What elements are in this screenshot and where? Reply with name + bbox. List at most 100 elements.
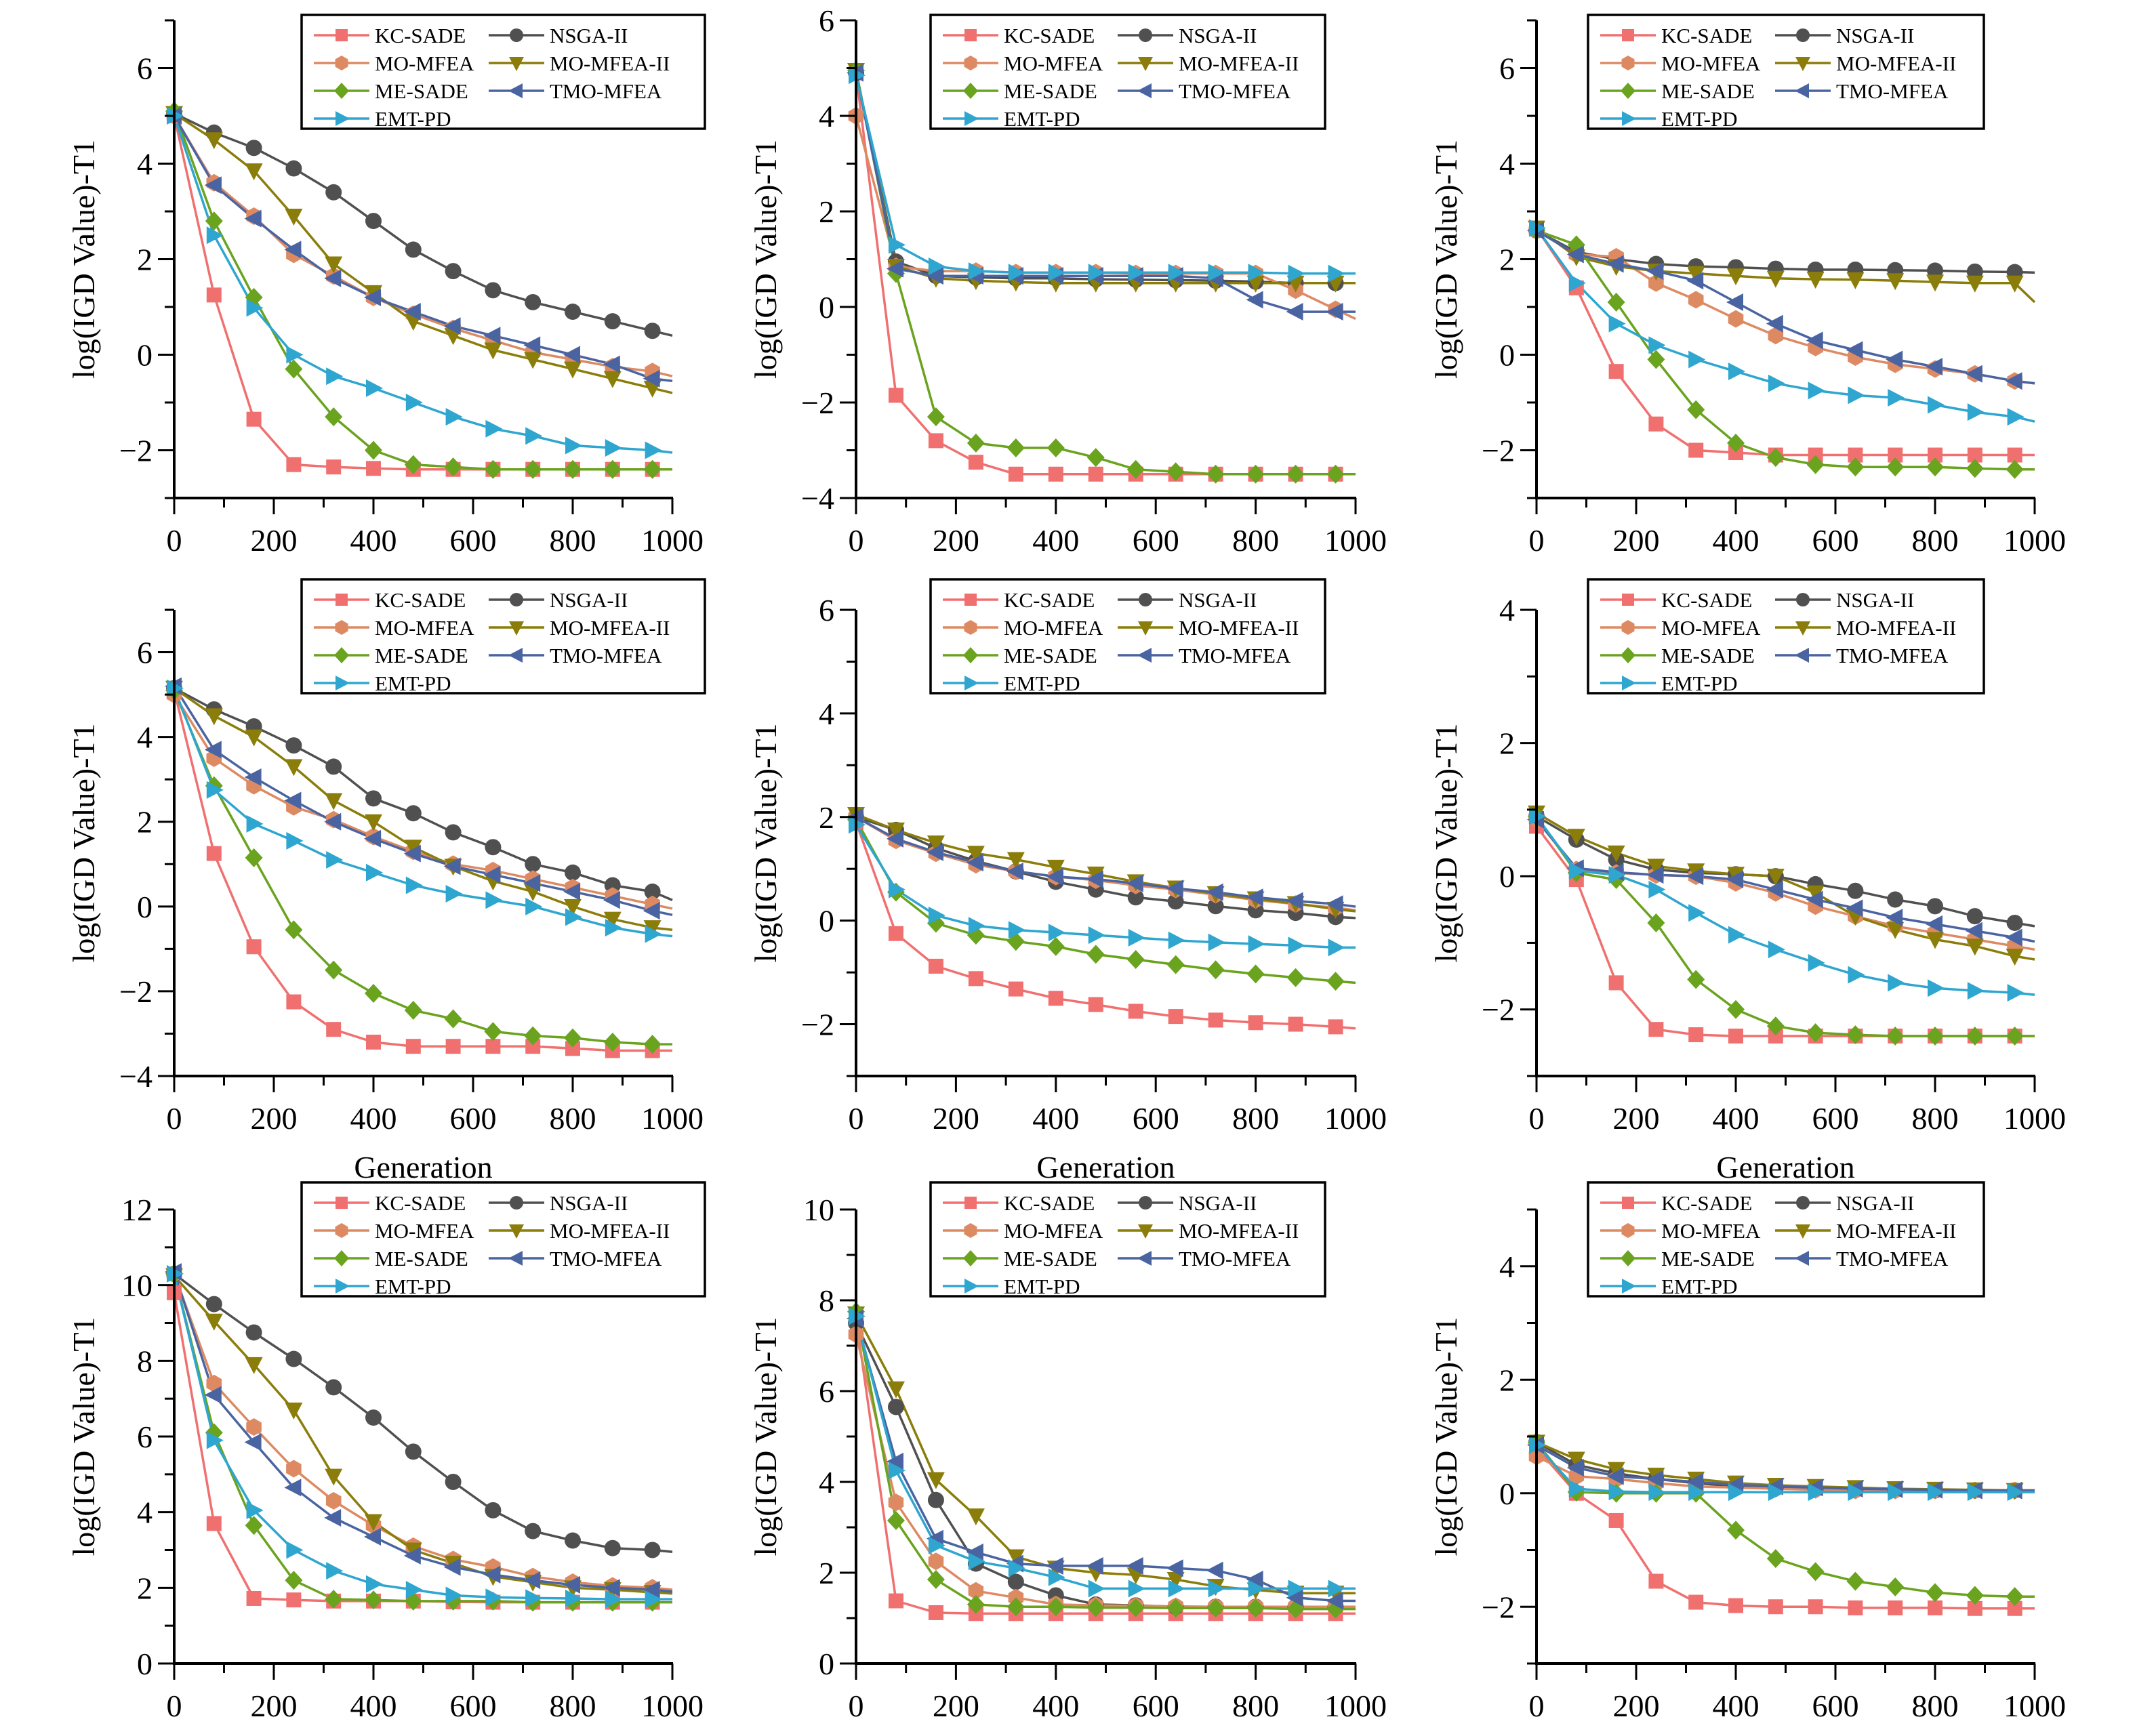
data-point-nsga-ii <box>285 160 302 177</box>
data-point-tmo-mfea <box>2005 928 2022 947</box>
data-point-emt-pd <box>366 379 383 397</box>
data-point-emt-pd <box>1608 314 1626 333</box>
data-point-mo-mfea <box>1688 291 1704 309</box>
data-point-kc-sade <box>405 1039 421 1054</box>
data-point-kc-sade <box>1768 1029 1783 1044</box>
data-point-kc-sade <box>888 926 903 941</box>
data-point-mo-mfea-ii <box>927 1472 945 1489</box>
data-point-kc-sade <box>1688 1027 1704 1043</box>
data-point-emt-pd <box>1248 935 1265 953</box>
data-point-me-sade <box>1727 1521 1745 1540</box>
series-line-mo-mfea <box>1535 819 2035 951</box>
legend-box <box>929 1181 1326 1298</box>
legend-label: TMO-MFEA <box>1836 1247 1949 1270</box>
data-point-tmo-mfea <box>1566 1459 1584 1477</box>
data-point-emt-pd <box>1967 403 1985 421</box>
x-tick-label: 0 <box>167 523 182 558</box>
data-point-kc-sade <box>246 939 262 955</box>
series-group <box>847 61 1356 484</box>
data-point-emt-pd <box>206 226 224 245</box>
data-point-tmo-mfea <box>1686 1473 1704 1491</box>
legend-label: KC-SADE <box>1661 588 1752 612</box>
chart-panel-g: 02004006008001000024681012Generationlog(… <box>66 1181 706 1723</box>
data-point-emt-pd <box>1008 264 1025 282</box>
y-tick-label: 6 <box>819 3 834 38</box>
legend-label: MO-MFEA <box>375 1219 474 1243</box>
data-point-mo-mfea-ii <box>603 371 622 388</box>
data-point-me-sade <box>1046 438 1065 457</box>
legend-marker-icon <box>336 1279 350 1294</box>
data-point-tmo-mfea <box>1046 867 1063 886</box>
legend-label: NSGA-II <box>1179 588 1257 612</box>
series-group <box>1527 219 2036 479</box>
data-point-me-sade <box>1126 1598 1145 1617</box>
legend-item-tmo-mfea: TMO-MFEA <box>1775 644 1949 667</box>
x-tick-label: 400 <box>1032 1101 1079 1136</box>
legend: KC-SADE NSGA-II MO-MFEA MO-MFEA-II ME-SADE TM… <box>929 578 1326 695</box>
data-point-kc-sade <box>888 1593 903 1609</box>
x-tick-label: 800 <box>1912 1689 1959 1723</box>
data-point-emt-pd <box>1808 381 1825 400</box>
x-tick-label: 1000 <box>1324 523 1387 558</box>
y-tick-label: 4 <box>137 147 152 182</box>
data-point-tmo-mfea <box>204 176 222 194</box>
legend-item-emt-pd: EMT-PD <box>314 107 451 131</box>
data-point-tmo-mfea <box>1726 293 1743 311</box>
legend-label: EMT-PD <box>1661 107 1738 131</box>
data-point-tmo-mfea <box>643 369 660 388</box>
data-point-kc-sade <box>1768 1599 1783 1615</box>
data-point-mo-mfea-ii <box>524 352 542 369</box>
data-point-nsga-ii <box>887 1399 904 1415</box>
data-point-emt-pd <box>445 408 463 426</box>
data-point-tmo-mfea <box>643 902 660 920</box>
data-point-nsga-ii <box>285 1350 302 1367</box>
data-point-me-sade <box>245 1516 263 1535</box>
data-point-me-sade <box>1326 464 1345 484</box>
data-point-emt-pd <box>1288 1579 1305 1598</box>
legend: KC-SADE NSGA-II MO-MFEA MO-MFEA-II ME-SADE TM… <box>929 1181 1326 1298</box>
data-point-tmo-mfea <box>1766 314 1783 333</box>
data-point-mo-mfea-ii <box>1246 275 1265 293</box>
data-point-mo-mfea-ii <box>245 163 263 181</box>
data-point-kc-sade <box>246 1590 262 1606</box>
legend-marker-icon <box>334 1250 349 1266</box>
data-point-nsga-ii <box>644 323 661 339</box>
data-point-emt-pd <box>286 346 304 364</box>
data-point-kc-sade <box>326 459 342 475</box>
y-tick-label: 12 <box>121 1193 152 1227</box>
legend-marker-icon <box>1795 1251 1809 1266</box>
legend-marker-icon <box>964 1197 977 1209</box>
legend-item-me-sade: ME-SADE <box>314 644 468 667</box>
data-point-mo-mfea-ii <box>643 920 662 938</box>
legend-label: ME-SADE <box>1004 1247 1097 1270</box>
data-point-emt-pd <box>1768 1483 1785 1502</box>
data-point-emt-pd <box>1688 350 1706 369</box>
data-point-mo-mfea-ii <box>603 911 622 929</box>
x-tick-label: 800 <box>550 1101 596 1136</box>
data-point-tmo-mfea <box>1246 1571 1263 1589</box>
legend-label: ME-SADE <box>1661 79 1755 103</box>
legend-label: MO-MFEA <box>1661 616 1761 640</box>
data-point-me-sade <box>603 1032 622 1052</box>
legend-label: TMO-MFEA <box>550 79 662 103</box>
data-point-mo-mfea-ii <box>1647 859 1665 876</box>
legend-label: TMO-MFEA <box>1836 79 1949 103</box>
x-tick-label: 800 <box>1232 1101 1279 1136</box>
data-point-emt-pd <box>445 1586 463 1605</box>
data-point-kc-sade <box>1648 1573 1664 1589</box>
data-point-emt-pd <box>405 394 423 411</box>
data-point-mo-mfea-ii <box>1567 829 1585 846</box>
data-point-tmo-mfea <box>926 267 943 285</box>
x-tick-label: 0 <box>849 523 864 558</box>
data-point-tmo-mfea <box>1886 909 1903 927</box>
data-point-kc-sade <box>1608 975 1624 991</box>
data-point-kc-sade <box>1648 1022 1664 1037</box>
data-point-mo-mfea-ii <box>1607 1462 1625 1479</box>
legend-marker-icon <box>964 676 979 690</box>
data-point-me-sade <box>1806 1023 1825 1043</box>
legend-item-me-sade: ME-SADE <box>1600 1247 1755 1270</box>
data-point-emt-pd <box>968 917 985 935</box>
data-point-tmo-mfea <box>1166 880 1183 898</box>
legend-item-tmo-mfea: TMO-MFEA <box>1118 644 1291 667</box>
legend-label: MO-MFEA <box>1004 616 1103 640</box>
